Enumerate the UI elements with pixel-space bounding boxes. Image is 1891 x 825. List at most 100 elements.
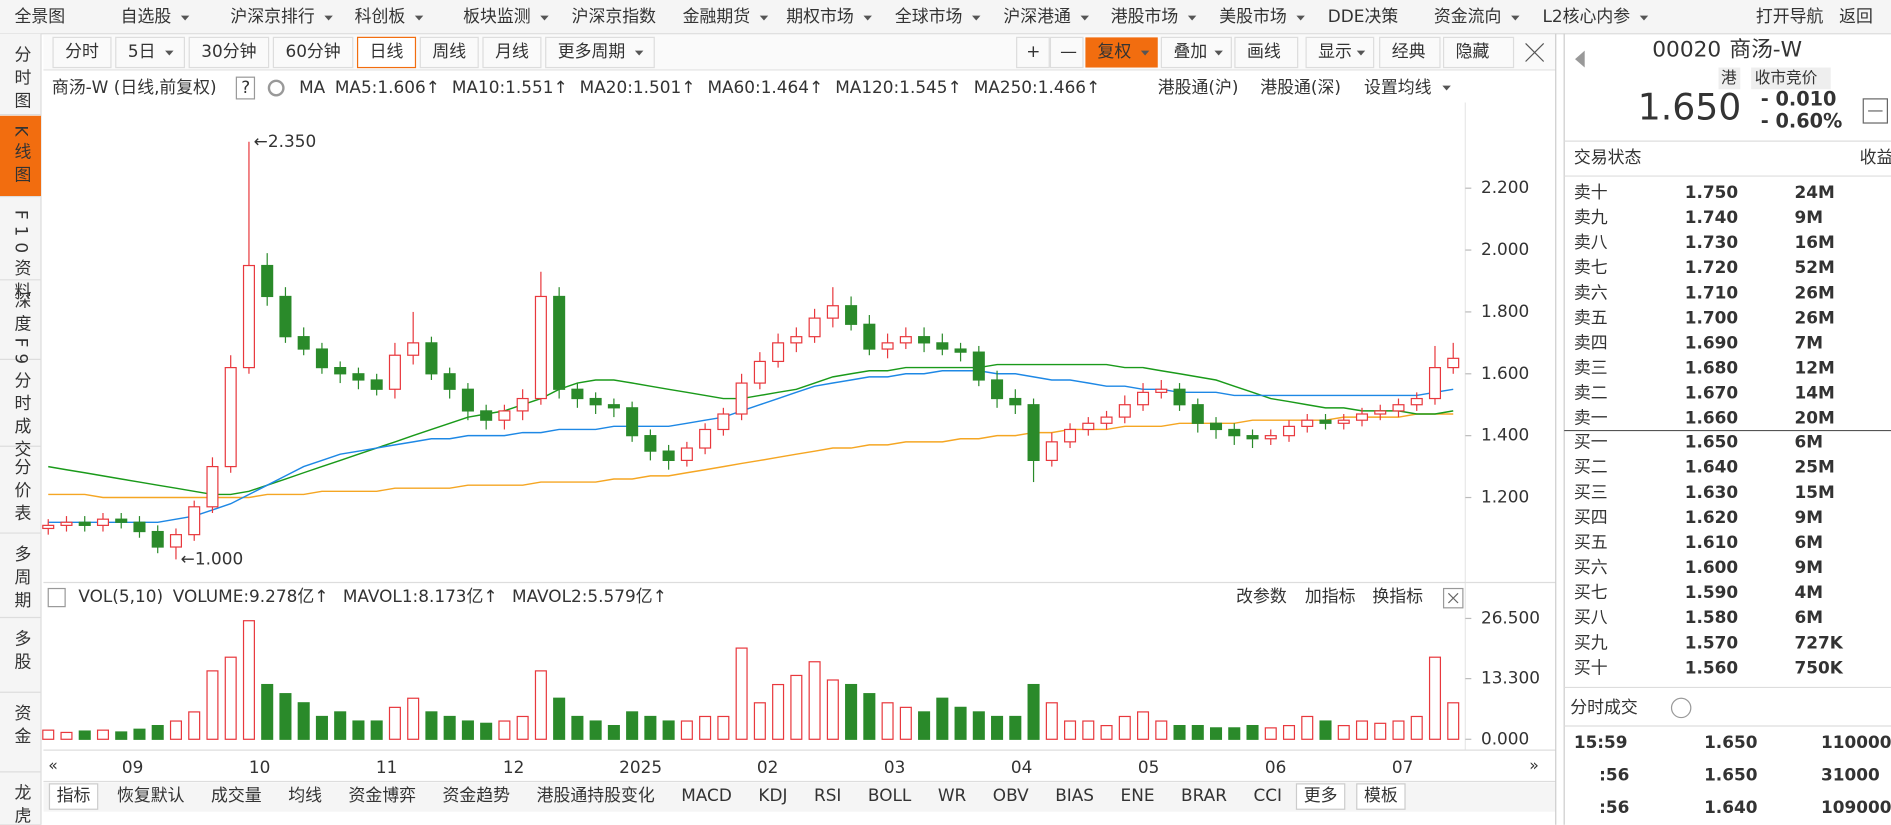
menu-item[interactable]: 沪深京排行 xyxy=(230,6,315,26)
indicator-tab[interactable]: 模板 xyxy=(1364,785,1398,805)
prev-arrow[interactable] xyxy=(1575,50,1585,68)
volume-bar xyxy=(863,693,876,740)
side-tab[interactable]: 分时图 xyxy=(12,46,32,115)
link[interactable]: 港股通(沪) xyxy=(1158,77,1239,97)
side-tab[interactable]: 分价表 xyxy=(12,458,32,527)
book-label: 卖六 xyxy=(1574,282,1608,302)
period-button[interactable]: 5日 xyxy=(128,41,156,61)
indicator-tab[interactable]: CCI xyxy=(1253,785,1282,805)
side-tab[interactable]: 深度F9 xyxy=(12,292,32,370)
period-button[interactable]: 日线 xyxy=(370,41,404,61)
volume-tool[interactable]: 换指标 xyxy=(1372,586,1423,606)
menu-item[interactable]: 自选股 xyxy=(121,6,172,26)
menu-item[interactable]: 沪深京指数 xyxy=(572,6,657,26)
tool-button[interactable]: 复权 xyxy=(1097,41,1131,61)
indicator-tab[interactable]: BOLL xyxy=(868,785,912,805)
menu-item[interactable]: 全景图 xyxy=(14,6,65,26)
volume-bar xyxy=(297,702,310,740)
candle-body xyxy=(516,397,529,412)
indicator-tab[interactable]: 更多 xyxy=(1304,785,1338,805)
menu-item[interactable]: 全球市场 xyxy=(895,6,963,26)
indicator-tab[interactable]: OBV xyxy=(993,785,1029,805)
indicator-tab[interactable]: 成交量 xyxy=(211,785,262,805)
side-tab[interactable]: 资金 xyxy=(12,704,32,750)
menu-item[interactable]: 资金流向 xyxy=(1434,6,1502,26)
dropdown-icon xyxy=(1296,15,1305,21)
period-button[interactable]: 60分钟 xyxy=(285,41,340,61)
indicator-tab[interactable]: MACD xyxy=(681,785,732,805)
side-tab[interactable]: 龙虎 xyxy=(12,784,32,825)
settings-icon[interactable] xyxy=(267,79,285,97)
menu-item[interactable]: 打开导航 xyxy=(1756,6,1824,26)
volume-bar xyxy=(224,656,237,740)
collapse-button[interactable] xyxy=(1862,98,1888,124)
indicator-tab[interactable]: KDJ xyxy=(758,785,787,805)
indicator-tab[interactable]: BRAR xyxy=(1181,785,1227,805)
book-price: 1.750 xyxy=(1685,182,1738,202)
side-tab[interactable]: 多周期 xyxy=(12,545,32,614)
menu-item[interactable]: 沪深港通 xyxy=(1003,6,1071,26)
indicator-tab[interactable]: ENE xyxy=(1121,785,1155,805)
volume-tool[interactable]: 改参数 xyxy=(1236,586,1287,606)
scroll-left[interactable]: « xyxy=(48,755,58,774)
volume-bar xyxy=(370,720,383,740)
menu-item[interactable]: 板块监测 xyxy=(463,6,531,26)
volume-bar xyxy=(1282,724,1296,740)
book-volume: 24M xyxy=(1795,182,1835,202)
side-tab[interactable]: K线图 xyxy=(12,125,32,188)
volume-bar xyxy=(1191,724,1204,740)
candle-body xyxy=(1100,416,1113,424)
period-button[interactable]: 月线 xyxy=(495,41,529,61)
book-price: 1.640 xyxy=(1685,457,1738,477)
period-button[interactable]: 分时 xyxy=(65,41,99,61)
trade-volume: 109000 xyxy=(1821,797,1891,817)
indicator-tab[interactable]: BIAS xyxy=(1055,785,1094,805)
period-button[interactable]: 更多周期 xyxy=(558,41,626,61)
close-button[interactable] xyxy=(1442,587,1464,609)
tool-button[interactable]: 经典 xyxy=(1392,41,1426,61)
volume-bar xyxy=(954,706,967,740)
period-button[interactable]: 周线 xyxy=(432,41,466,61)
link[interactable]: 设置均线 xyxy=(1364,77,1432,97)
fullscreen-icon[interactable] xyxy=(1525,42,1545,62)
menu-item[interactable]: 金融期货 xyxy=(683,6,751,26)
period-button[interactable]: 30分钟 xyxy=(201,41,256,61)
tool-button[interactable]: + xyxy=(1026,41,1040,61)
menu-item[interactable]: 科创板 xyxy=(355,6,406,26)
candle-body xyxy=(991,379,1004,400)
menu-item[interactable]: 美股市场 xyxy=(1219,6,1287,26)
menu-item[interactable]: 返回 xyxy=(1839,6,1873,26)
volume-bar xyxy=(1447,702,1460,740)
indicator-tab[interactable]: 资金博弈 xyxy=(348,785,416,805)
side-tab[interactable]: F10资料 xyxy=(12,210,32,305)
candle-body xyxy=(1155,388,1168,393)
menu-item[interactable]: L2核心内参 xyxy=(1542,6,1630,26)
link[interactable]: 港股通(深) xyxy=(1260,77,1341,97)
y-tick-label: 1.200 xyxy=(1481,487,1529,507)
candle-body xyxy=(899,336,912,344)
y-tick-label: 13.300 xyxy=(1481,668,1540,688)
indicator-tab[interactable]: 指标 xyxy=(57,785,91,805)
indicator-tab[interactable]: RSI xyxy=(814,785,841,805)
tool-button[interactable]: 显示 xyxy=(1318,41,1352,61)
scroll-right[interactable]: » xyxy=(1529,755,1539,774)
indicator-tab[interactable]: 均线 xyxy=(288,785,322,805)
indicator-tab[interactable]: 恢复默认 xyxy=(117,785,185,805)
indicator-tab[interactable]: 港股通持股变化 xyxy=(537,785,655,805)
volume-tool[interactable]: 加指标 xyxy=(1305,586,1356,606)
side-tab[interactable]: 多股 xyxy=(12,629,32,675)
volume-bar xyxy=(1246,724,1259,740)
tool-button[interactable]: — xyxy=(1060,41,1077,61)
tool-button[interactable]: 叠加 xyxy=(1173,41,1207,61)
side-tab[interactable]: 分时成交 xyxy=(12,371,32,463)
menu-item[interactable]: DDE决策 xyxy=(1328,6,1399,26)
menu-item[interactable]: 期权市场 xyxy=(786,6,854,26)
tool-button[interactable]: 隐藏 xyxy=(1456,41,1490,61)
candle-body xyxy=(1374,410,1387,415)
indicator-tab[interactable]: 资金趋势 xyxy=(443,785,511,805)
menu-item[interactable]: 港股市场 xyxy=(1111,6,1179,26)
trade-time: :56 xyxy=(1599,764,1629,784)
indicator-tab[interactable]: WR xyxy=(938,785,967,805)
tool-button[interactable]: 画线 xyxy=(1247,41,1281,61)
candle-body xyxy=(1228,428,1241,437)
